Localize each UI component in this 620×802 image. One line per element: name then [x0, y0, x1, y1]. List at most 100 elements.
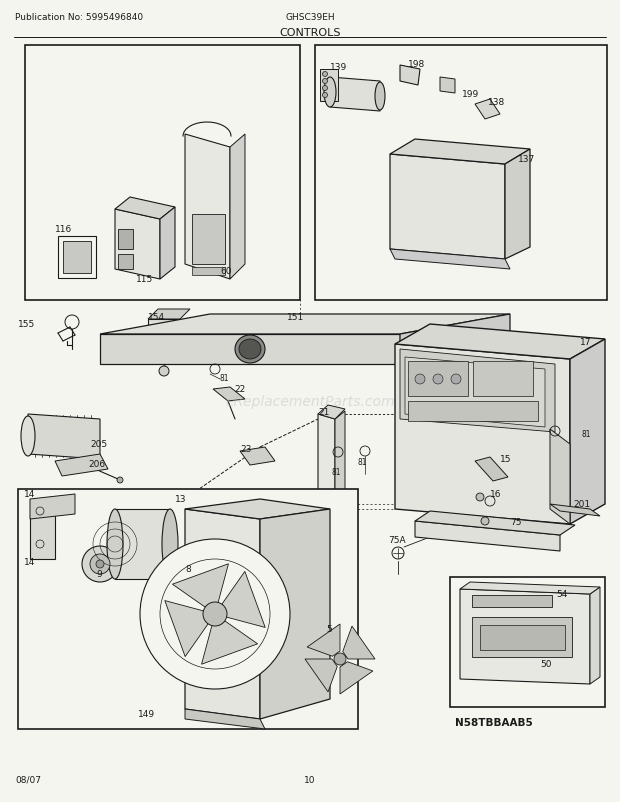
Circle shape [140, 539, 290, 689]
Polygon shape [550, 429, 570, 525]
Ellipse shape [21, 416, 35, 456]
Polygon shape [390, 249, 510, 269]
Polygon shape [318, 415, 335, 514]
Text: 21: 21 [318, 407, 329, 416]
Bar [63, 241, 91, 273]
Text: 16: 16 [490, 489, 502, 498]
Circle shape [476, 493, 484, 501]
Polygon shape [390, 155, 505, 260]
Polygon shape [222, 572, 265, 628]
Polygon shape [185, 135, 230, 280]
Polygon shape [165, 601, 208, 657]
Circle shape [90, 554, 110, 574]
Polygon shape [390, 140, 530, 164]
Polygon shape [460, 582, 600, 594]
Circle shape [433, 375, 443, 384]
Text: Publication No: 5995496840: Publication No: 5995496840 [15, 13, 143, 22]
Polygon shape [172, 564, 228, 607]
Polygon shape [335, 411, 345, 514]
Polygon shape [213, 387, 245, 402]
Polygon shape [185, 709, 265, 729]
Polygon shape [570, 339, 605, 525]
Circle shape [322, 79, 327, 84]
Polygon shape [230, 135, 245, 280]
Polygon shape [343, 626, 375, 659]
Bar [18, 489, 358, 729]
Text: CONTROLS: CONTROLS [279, 28, 341, 38]
Text: 138: 138 [488, 98, 505, 107]
Text: 23: 23 [240, 444, 251, 453]
Text: 81: 81 [582, 429, 591, 439]
Polygon shape [590, 587, 600, 684]
Bar [408, 362, 468, 396]
Polygon shape [115, 198, 175, 220]
Circle shape [159, 367, 169, 376]
Text: 15: 15 [500, 455, 511, 464]
Bar [315, 46, 607, 301]
Text: 81: 81 [332, 468, 342, 476]
Polygon shape [330, 78, 380, 111]
Circle shape [481, 517, 489, 525]
Polygon shape [475, 457, 508, 481]
Ellipse shape [375, 83, 385, 111]
Bar [192, 268, 225, 276]
Circle shape [117, 477, 123, 484]
Circle shape [322, 93, 327, 99]
Polygon shape [415, 521, 560, 551]
Bar [408, 402, 538, 422]
Circle shape [181, 573, 195, 586]
Polygon shape [405, 358, 545, 427]
Text: 81: 81 [220, 374, 229, 383]
Polygon shape [440, 78, 455, 94]
Polygon shape [395, 325, 605, 359]
Polygon shape [400, 350, 555, 432]
Polygon shape [307, 624, 340, 657]
Text: 08/07: 08/07 [15, 775, 41, 784]
Polygon shape [115, 210, 160, 280]
Text: 5: 5 [326, 624, 332, 634]
Text: 199: 199 [462, 90, 479, 99]
Bar [320, 70, 338, 102]
Polygon shape [505, 150, 530, 260]
Text: 9: 9 [96, 569, 102, 578]
Polygon shape [100, 334, 400, 365]
Circle shape [415, 375, 425, 384]
Bar [480, 626, 565, 650]
Polygon shape [305, 659, 337, 692]
Circle shape [322, 72, 327, 78]
Circle shape [203, 602, 227, 626]
Circle shape [451, 375, 461, 384]
Polygon shape [185, 500, 330, 520]
Polygon shape [260, 509, 330, 719]
Text: 206: 206 [88, 460, 105, 468]
Text: 201: 201 [573, 500, 590, 508]
Text: GHSC39EH: GHSC39EH [285, 13, 335, 22]
Text: 154: 154 [148, 313, 165, 322]
Text: 60: 60 [220, 267, 231, 276]
Ellipse shape [239, 339, 261, 359]
Bar [450, 577, 605, 707]
Text: 14: 14 [24, 557, 35, 566]
Polygon shape [160, 208, 175, 280]
Text: 13: 13 [175, 494, 187, 504]
Polygon shape [318, 406, 345, 419]
Polygon shape [55, 455, 108, 476]
Polygon shape [202, 621, 257, 664]
Polygon shape [395, 345, 570, 525]
Text: 81: 81 [358, 457, 368, 467]
Polygon shape [240, 448, 275, 465]
Text: 17: 17 [580, 338, 591, 346]
Ellipse shape [235, 335, 265, 363]
Bar [118, 255, 133, 269]
Bar [148, 320, 180, 351]
Text: 205: 205 [90, 439, 107, 448]
Polygon shape [100, 314, 510, 334]
Text: 115: 115 [136, 274, 153, 284]
Text: 137: 137 [518, 155, 535, 164]
Text: 22: 22 [234, 384, 246, 394]
Circle shape [96, 561, 104, 569]
Polygon shape [415, 512, 575, 535]
Polygon shape [340, 662, 373, 695]
Polygon shape [460, 589, 590, 684]
Bar [473, 362, 533, 396]
